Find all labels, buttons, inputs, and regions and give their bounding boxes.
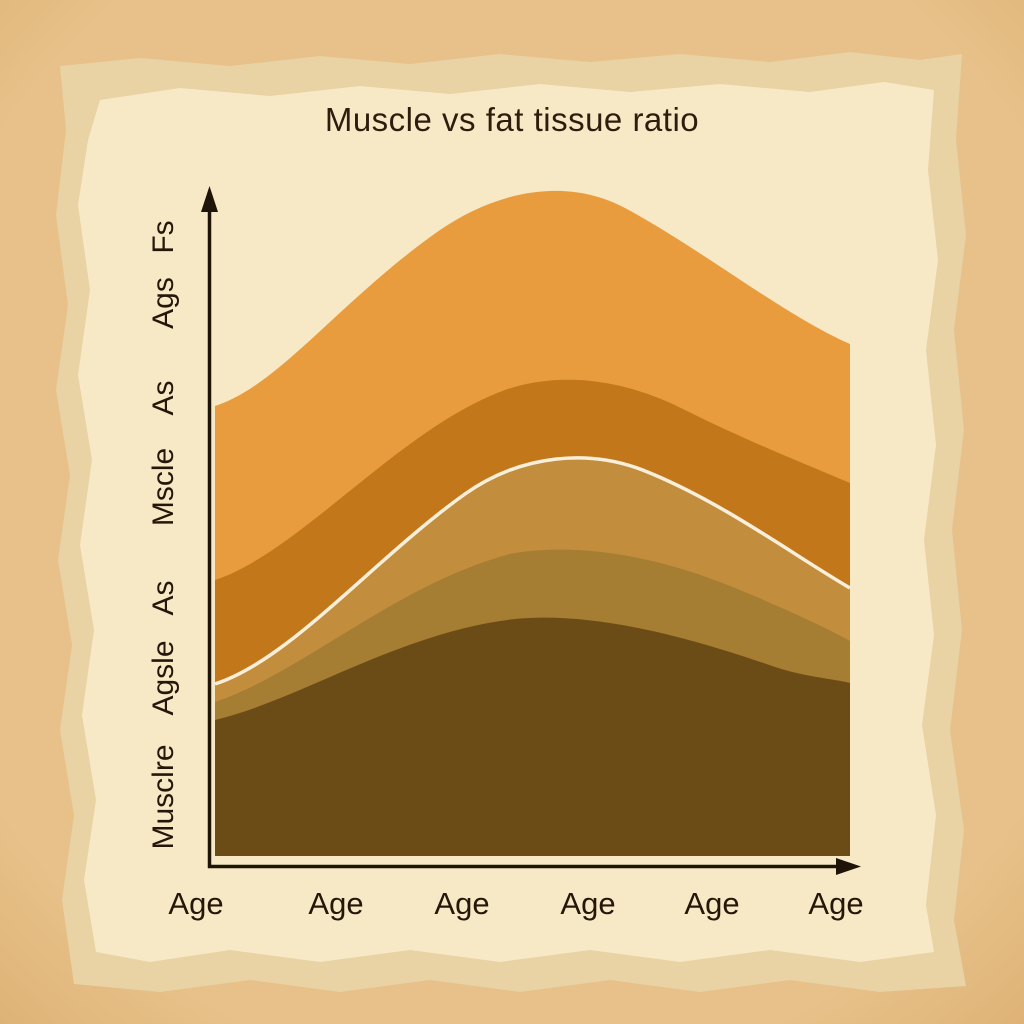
x-axis-tick-label-6: Age (808, 886, 864, 921)
y-axis-tick-label-5: As (147, 580, 180, 616)
y-axis-tick-label-6: Agsle (147, 640, 180, 716)
y-axis-tick-label-3: As (147, 380, 180, 416)
x-axis-tick-label-3: Age (434, 886, 490, 921)
y-axis-tick-label-1: Fs (147, 220, 180, 254)
x-axis-tick-label-4: Age (560, 886, 616, 921)
area-band-5 (215, 617, 850, 856)
y-axis-arrow-icon (201, 186, 218, 212)
band-divider-line (214, 456, 851, 686)
x-axis-tick-label-5: Age (684, 886, 740, 921)
y-axis-tick-label-7: Musclre (147, 744, 180, 850)
x-axis-tick-label-1: Age (168, 886, 224, 921)
x-axis-tick-label-2: Age (308, 886, 364, 921)
x-axis-arrow-icon (836, 858, 861, 875)
y-axis-tick-label-4: Mscle (147, 447, 180, 527)
y-axis-tick-label-2: Ags (147, 277, 180, 329)
chart-title: Muscle vs fat tissue ratio (324, 101, 700, 138)
